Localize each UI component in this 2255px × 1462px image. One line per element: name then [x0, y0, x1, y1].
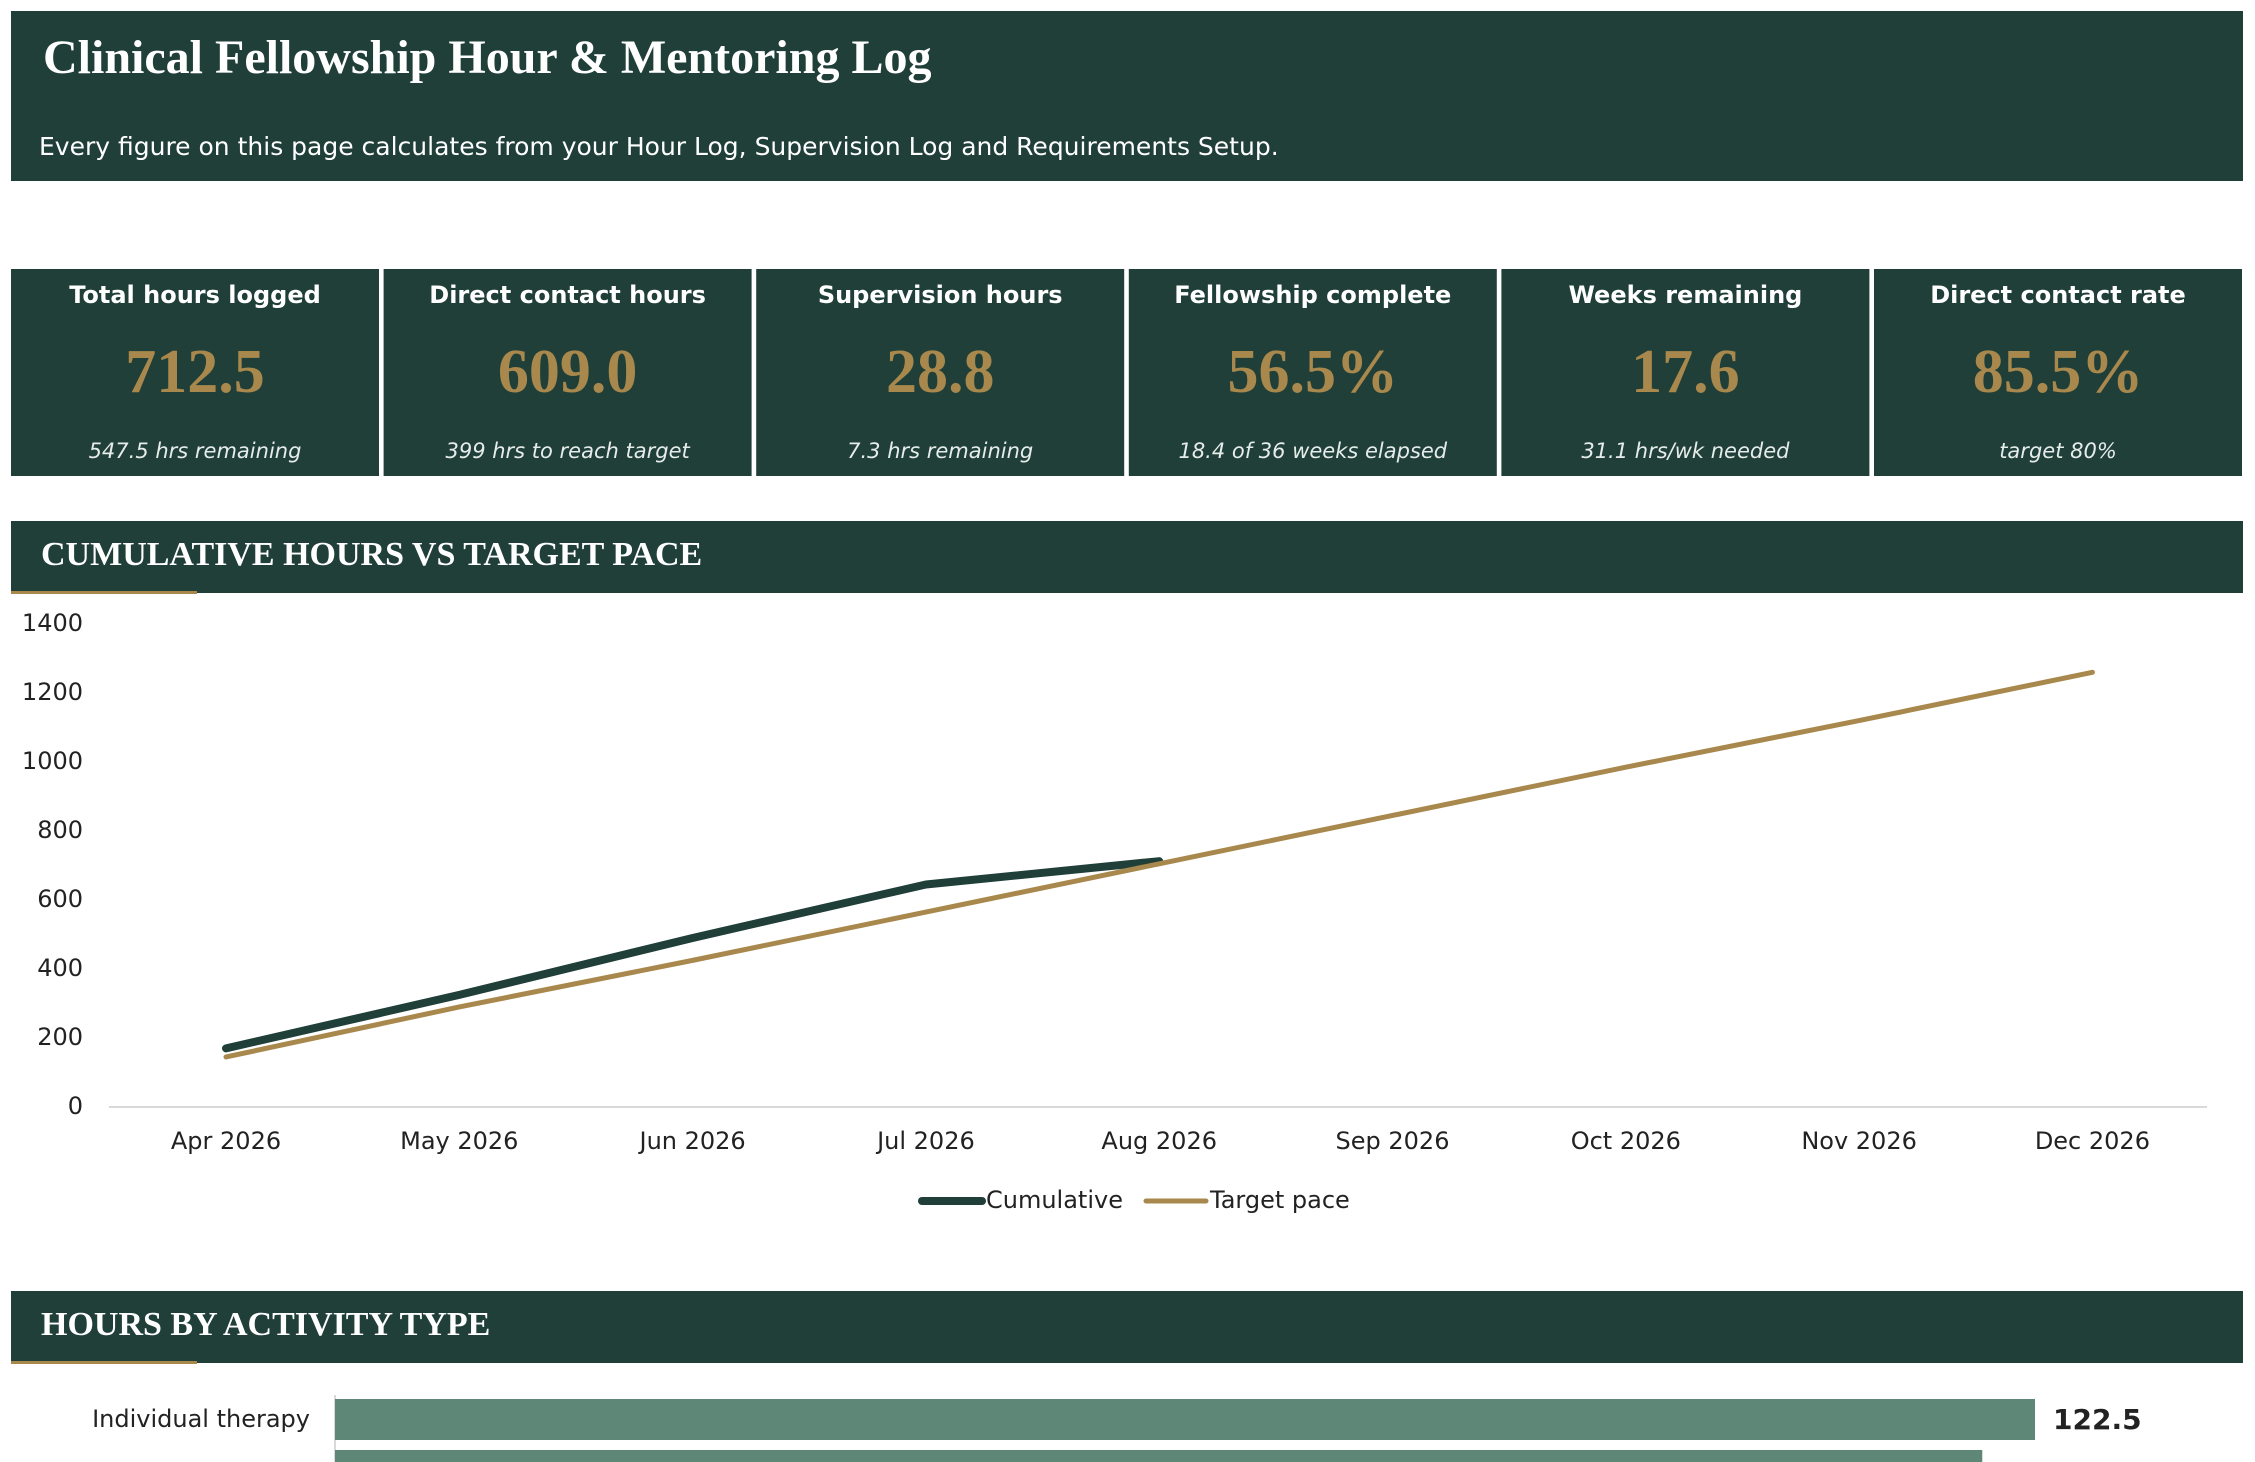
legend-label: Cumulative [986, 1186, 1123, 1214]
bar [335, 1399, 2035, 1440]
y-tick-label: 1200 [22, 678, 83, 706]
kpi-label: Fellowship complete [1174, 281, 1451, 309]
section-accent [11, 1361, 197, 1364]
section-header [11, 1291, 2243, 1363]
kpi-card [11, 269, 379, 476]
series-line [223, 669, 2095, 1060]
y-tick-label: 0 [68, 1092, 83, 1120]
kpi-value: 17.6 [1631, 338, 1740, 406]
kpi-value: 85.5% [1973, 338, 2144, 406]
section-header [11, 521, 2243, 593]
bar-value: 122.5 [2053, 1403, 2142, 1436]
section-title: HOURS BY ACTIVITY TYPE [41, 1306, 490, 1343]
legend-label: Target pace [1209, 1186, 1350, 1214]
x-tick-label: Jul 2026 [875, 1127, 975, 1155]
page-title: Clinical Fellowship Hour & Mentoring Log [43, 31, 931, 84]
section-title: CUMULATIVE HOURS VS TARGET PACE [41, 536, 702, 573]
kpi-card [1501, 269, 1870, 476]
kpi-label: Direct contact rate [1930, 281, 2186, 309]
kpi-note: 547.5 hrs remaining [89, 439, 302, 463]
kpi-label: Supervision hours [818, 281, 1063, 309]
kpi-note: 31.1 hrs/wk needed [1581, 439, 1790, 463]
bar-category: Individual therapy [92, 1405, 310, 1433]
y-tick-label: 1400 [22, 609, 83, 637]
kpi-card [383, 269, 752, 476]
kpi-value: 28.8 [886, 338, 995, 406]
x-tick-label: Sep 2026 [1336, 1127, 1450, 1155]
bar [335, 1450, 1983, 1462]
kpi-label: Total hours logged [69, 281, 321, 309]
x-tick-label: Jun 2026 [637, 1127, 745, 1155]
section-accent [11, 591, 197, 594]
kpi-card [1874, 269, 2242, 476]
y-tick-label: 800 [37, 816, 83, 844]
x-tick-label: Oct 2026 [1571, 1127, 1681, 1155]
x-tick-label: May 2026 [400, 1127, 518, 1155]
header-band [11, 11, 2243, 181]
x-tick-label: Nov 2026 [1801, 1127, 1917, 1155]
kpi-note: 399 hrs to reach target [445, 439, 690, 463]
kpi-value: 712.5 [125, 338, 265, 406]
kpi-note: 7.3 hrs remaining [847, 439, 1033, 463]
kpi-card [756, 269, 1125, 476]
x-tick-label: Apr 2026 [171, 1127, 281, 1155]
y-tick-label: 200 [37, 1023, 83, 1051]
y-tick-label: 600 [37, 885, 83, 913]
kpi-value: 609.0 [498, 338, 638, 406]
kpi-note: 18.4 of 36 weeks elapsed [1178, 439, 1447, 463]
kpi-card [1128, 269, 1497, 476]
page-subtitle: Every figure on this page calculates fro… [39, 132, 1279, 161]
kpi-value: 56.5% [1228, 338, 1399, 406]
kpi-label: Weeks remaining [1568, 281, 1802, 309]
y-tick-label: 1000 [22, 747, 83, 775]
series-line [222, 857, 1164, 1053]
x-tick-label: Dec 2026 [2035, 1127, 2150, 1155]
kpi-label: Direct contact hours [429, 281, 706, 309]
kpi-note: target 80% [1999, 439, 2117, 463]
x-tick-label: Aug 2026 [1101, 1127, 1217, 1155]
y-tick-label: 400 [37, 954, 83, 982]
